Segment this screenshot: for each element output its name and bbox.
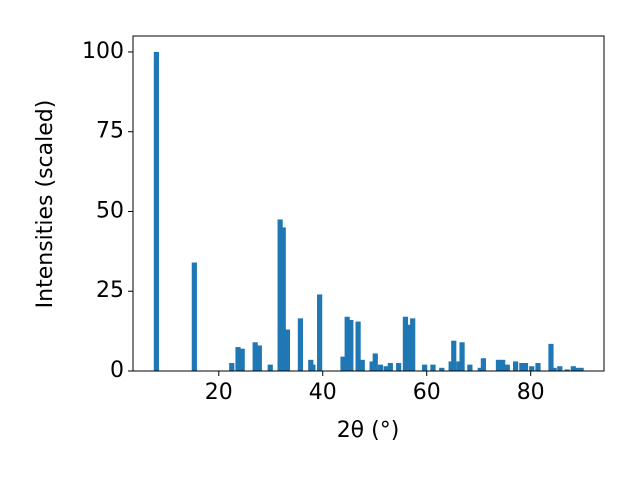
axes-frame	[132, 35, 605, 372]
bar	[467, 364, 473, 371]
bar	[153, 51, 159, 371]
bar	[355, 321, 361, 371]
bar	[284, 329, 290, 371]
bar	[377, 364, 384, 371]
y-tick-label: 100	[82, 39, 124, 64]
bar	[477, 367, 483, 371]
bar	[317, 294, 323, 371]
y-tick-label: 25	[96, 278, 124, 303]
bar	[513, 361, 519, 371]
bar	[235, 347, 241, 371]
bar	[256, 345, 262, 371]
bar	[348, 319, 354, 371]
bar	[310, 364, 316, 371]
bar	[396, 363, 402, 371]
bar	[459, 342, 465, 371]
bar	[578, 367, 584, 371]
bar	[439, 367, 445, 371]
bar	[519, 363, 525, 371]
bar	[252, 342, 258, 371]
bar	[239, 348, 245, 371]
bar	[522, 363, 529, 371]
bar	[551, 367, 557, 371]
bar	[387, 363, 393, 371]
bar	[405, 324, 412, 371]
bar	[430, 364, 436, 371]
bar	[504, 364, 510, 371]
bar	[456, 361, 462, 371]
bar	[410, 318, 416, 371]
bar	[548, 343, 554, 371]
bar	[402, 316, 409, 371]
y-axis-label: Intensities (scaled)	[33, 100, 58, 309]
bar	[480, 358, 486, 371]
y-tick-label: 75	[96, 119, 124, 144]
x-axis-label: 2θ (°)	[337, 418, 400, 443]
bar	[574, 367, 580, 371]
bar	[422, 364, 428, 371]
bar	[570, 366, 576, 371]
bar	[383, 366, 389, 371]
x-tick-label: 80	[517, 380, 545, 405]
x-tick-label: 20	[205, 380, 233, 405]
bar	[564, 369, 570, 371]
y-tick-label: 50	[96, 198, 124, 223]
bar	[229, 363, 235, 371]
x-tick-label: 40	[309, 380, 337, 405]
bar	[369, 361, 375, 371]
bar	[451, 340, 457, 371]
bar	[191, 262, 197, 371]
bar	[535, 363, 541, 371]
bar	[500, 359, 506, 371]
x-tick-label: 60	[413, 380, 441, 405]
bar	[267, 364, 273, 371]
bar	[297, 318, 303, 371]
bar	[344, 316, 350, 371]
bar	[340, 356, 346, 371]
bar	[495, 359, 502, 371]
bar	[280, 227, 286, 371]
y-tick-label: 0	[110, 358, 124, 383]
bar	[372, 353, 378, 371]
bar	[529, 366, 535, 371]
bar	[359, 359, 365, 371]
bar	[277, 219, 283, 371]
bar	[557, 366, 563, 371]
